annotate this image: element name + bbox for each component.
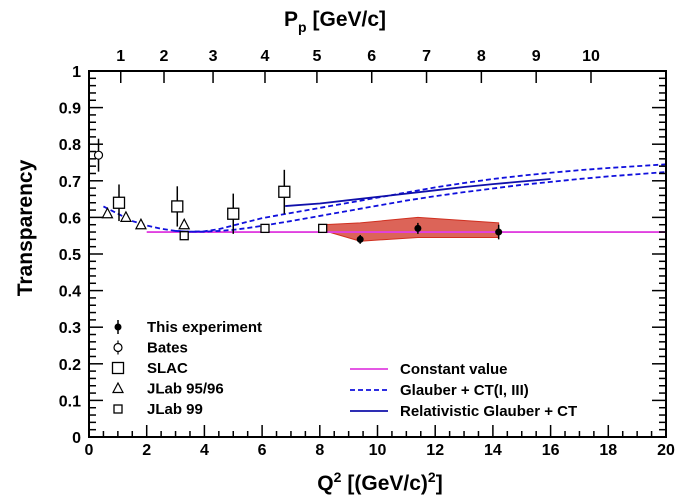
top-tick-label: 4 (261, 48, 270, 65)
this-experiment-point (414, 224, 422, 232)
legend-marker (111, 361, 125, 375)
x-tick-label: 0 (85, 442, 94, 459)
legend-label: Bates (147, 340, 188, 357)
legend-label: Relativistic Glauber + CT (400, 403, 577, 420)
tick-labels-layer: 0 2 4 6 8 10 12 14 16 18 2000.10.20.30.40.50.60.70… (59, 48, 675, 459)
top-axis-title-sub: p (298, 19, 307, 35)
x-axis-title-sup: 2 (334, 469, 342, 485)
top-tick-label: 2 (160, 48, 169, 65)
slac-point (227, 207, 240, 220)
x-tick-label: 8 (315, 442, 324, 459)
this-experiment-point (495, 228, 503, 236)
top-axis-title: Pp [GeV/c] (284, 8, 386, 35)
x-axis-title-unit-end: ] (436, 472, 443, 495)
jlab-99-point (260, 223, 270, 234)
this-experiment-point (356, 235, 364, 243)
legend-label: JLab 99 (147, 401, 203, 418)
legend-label: Constant value (400, 361, 508, 378)
y-axis-title: Transparency (14, 159, 37, 296)
jlab-99-point (318, 223, 328, 234)
x-tick-label: 16 (542, 442, 560, 459)
systematic-band (322, 216, 500, 242)
top-tick-label: 8 (477, 48, 486, 65)
legend: This experiment Bates SLAC JLab 95/96 JLab 9… (111, 319, 577, 420)
y-tick-label: 0.7 (59, 174, 81, 191)
jlab-95-96-point (134, 217, 147, 230)
legend-label: SLAC (147, 360, 188, 377)
x-tick-label: 4 (200, 442, 209, 459)
x-axis-title: Q2 [(GeV/c)2] (317, 469, 442, 495)
top-tick-label: 9 (532, 48, 541, 65)
axis-ticks-layer (88, 70, 667, 438)
y-tick-label: 0.9 (59, 101, 81, 118)
top-axis-title-unit: [GeV/c] (313, 8, 387, 31)
y-tick-label: 1 (72, 64, 81, 81)
x-axis-title-q: Q (317, 472, 333, 495)
jlab-99-point (179, 231, 189, 241)
y-tick-label: 0.2 (59, 357, 81, 374)
x-tick-label: 18 (599, 442, 617, 459)
bates-point (93, 150, 104, 160)
x-tick-label: 10 (369, 442, 387, 459)
x-axis-title-unit: [(GeV/c) (347, 472, 428, 495)
systematic-band-layer (322, 216, 500, 242)
curve-glauber-ct-i-iii-upper (103, 163, 667, 233)
legend-marker (113, 342, 123, 353)
jlab-95-96-point (101, 206, 114, 219)
top-tick-label: 5 (312, 48, 321, 65)
y-tick-label: 0.6 (59, 210, 81, 227)
x-tick-label: 2 (142, 442, 151, 459)
y-tick-label: 0.5 (59, 247, 81, 264)
jlab-95-96-point (178, 217, 191, 230)
slac-point (112, 196, 126, 209)
legend-label: This experiment (147, 319, 262, 336)
data-points-layer (93, 138, 503, 244)
y-tick-label: 0 (72, 430, 81, 447)
slac-point (278, 185, 291, 198)
x-tick-label: 20 (657, 442, 675, 459)
x-tick-label: 6 (258, 442, 267, 459)
y-tick-label: 0.8 (59, 137, 81, 154)
x-tick-label: 14 (484, 442, 502, 459)
x-axis-title-unit-sup: 2 (428, 469, 436, 485)
y-tick-label: 0.1 (59, 393, 81, 410)
jlab-95-96-point (119, 210, 132, 222)
legend-marker (113, 404, 123, 414)
curve-glauber-ct-i-iii-lower (175, 171, 667, 233)
top-tick-label: 6 (367, 48, 376, 65)
top-tick-label: 3 (209, 48, 218, 65)
curve-relativistic-glauber-ct (285, 178, 551, 207)
x-tick-label: 12 (426, 442, 444, 459)
legend-label: Glauber + CT(I, III) (400, 382, 529, 399)
legend-marker (112, 381, 124, 394)
slac-point (171, 200, 184, 213)
top-tick-label: 7 (422, 48, 431, 65)
y-tick-label: 0.4 (59, 284, 81, 301)
top-tick-label: 10 (582, 48, 600, 65)
legend-label: JLab 95/96 (147, 381, 224, 398)
legend-marker (114, 323, 122, 331)
y-tick-label: 0.3 (59, 320, 81, 337)
top-axis-title-p: P (284, 8, 298, 31)
top-tick-label: 1 (116, 48, 125, 65)
